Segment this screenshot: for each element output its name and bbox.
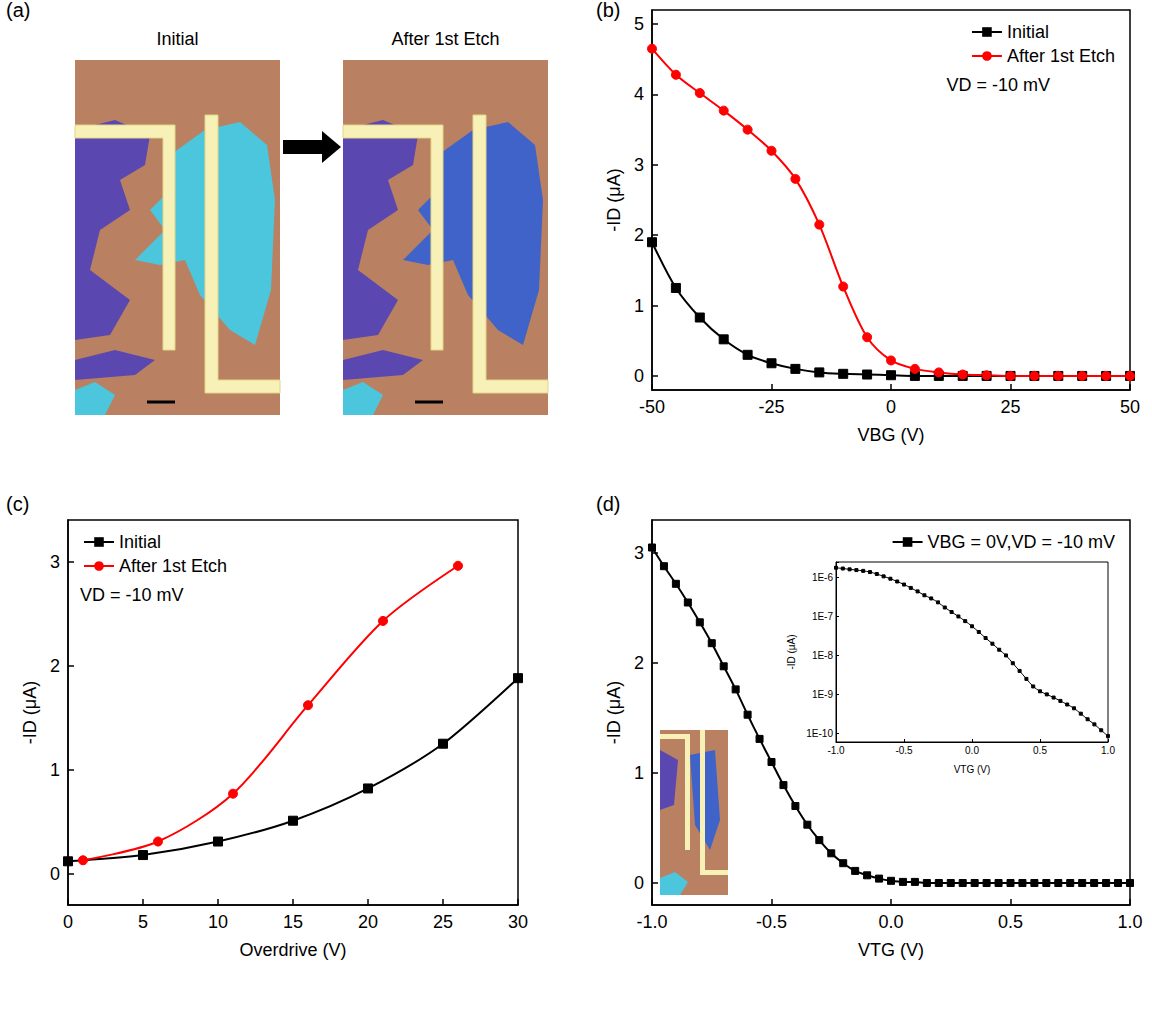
svg-text:1: 1 bbox=[634, 296, 644, 316]
svg-text:VD = -10 mV: VD = -10 mV bbox=[946, 75, 1050, 95]
svg-text:Initial: Initial bbox=[156, 29, 198, 49]
svg-text:3: 3 bbox=[634, 543, 644, 563]
svg-text:1E-6: 1E-6 bbox=[812, 572, 834, 583]
svg-text:0: 0 bbox=[50, 864, 60, 884]
svg-text:5: 5 bbox=[634, 14, 644, 34]
svg-text:2: 2 bbox=[634, 225, 644, 245]
svg-text:-ID (μA): -ID (μA) bbox=[786, 634, 797, 669]
svg-text:25: 25 bbox=[433, 912, 453, 932]
svg-text:2: 2 bbox=[634, 653, 644, 673]
svg-text:20: 20 bbox=[358, 912, 378, 932]
svg-text:VTG (V): VTG (V) bbox=[954, 764, 991, 775]
svg-text:-ID (μA): -ID (μA) bbox=[604, 168, 624, 231]
svg-text:3: 3 bbox=[634, 155, 644, 175]
svg-text:-ID (μA): -ID (μA) bbox=[20, 681, 40, 744]
svg-text:-ID (μA): -ID (μA) bbox=[604, 681, 624, 744]
svg-text:0.5: 0.5 bbox=[1033, 745, 1047, 756]
svg-text:2: 2 bbox=[50, 656, 60, 676]
svg-text:1E-7: 1E-7 bbox=[812, 611, 834, 622]
svg-text:1: 1 bbox=[50, 760, 60, 780]
svg-text:5: 5 bbox=[138, 912, 148, 932]
svg-text:0: 0 bbox=[634, 873, 644, 893]
svg-text:After 1st Etch: After 1st Etch bbox=[119, 556, 227, 576]
svg-text:0: 0 bbox=[63, 912, 73, 932]
svg-text:(a): (a) bbox=[6, 0, 30, 21]
svg-text:(b): (b) bbox=[596, 0, 620, 21]
svg-text:0.5: 0.5 bbox=[998, 912, 1023, 932]
svg-text:-1.0: -1.0 bbox=[827, 745, 845, 756]
svg-text:After 1st Etch: After 1st Etch bbox=[1007, 46, 1115, 66]
svg-text:1.0: 1.0 bbox=[1101, 745, 1115, 756]
svg-text:0.0: 0.0 bbox=[878, 912, 903, 932]
svg-text:-0.5: -0.5 bbox=[895, 745, 913, 756]
svg-text:1E-9: 1E-9 bbox=[812, 689, 834, 700]
svg-text:0.0: 0.0 bbox=[965, 745, 979, 756]
svg-text:1E-10: 1E-10 bbox=[806, 728, 833, 739]
svg-text:15: 15 bbox=[283, 912, 303, 932]
svg-text:Overdrive (V): Overdrive (V) bbox=[239, 940, 346, 960]
svg-text:0: 0 bbox=[634, 366, 644, 386]
svg-text:VD = -10 mV: VD = -10 mV bbox=[80, 585, 184, 605]
svg-text:Initial: Initial bbox=[1007, 22, 1049, 42]
svg-text:Initial: Initial bbox=[119, 532, 161, 552]
svg-text:After 1st Etch: After 1st Etch bbox=[391, 29, 499, 49]
svg-text:VTG (V): VTG (V) bbox=[858, 940, 924, 960]
svg-text:50: 50 bbox=[1120, 397, 1140, 417]
svg-text:(c): (c) bbox=[6, 493, 29, 515]
svg-text:0: 0 bbox=[886, 397, 896, 417]
svg-text:1E-8: 1E-8 bbox=[812, 650, 834, 661]
svg-text:1.0: 1.0 bbox=[1117, 912, 1142, 932]
svg-text:(d): (d) bbox=[596, 493, 620, 515]
svg-text:25: 25 bbox=[1000, 397, 1020, 417]
svg-text:30: 30 bbox=[508, 912, 528, 932]
svg-text:VBG = 0V,VD = -10 mV: VBG = 0V,VD = -10 mV bbox=[928, 532, 1115, 552]
svg-text:3: 3 bbox=[50, 552, 60, 572]
svg-text:4: 4 bbox=[634, 84, 644, 104]
svg-text:1: 1 bbox=[634, 763, 644, 783]
svg-text:VBG (V): VBG (V) bbox=[857, 425, 924, 445]
svg-text:-1.0: -1.0 bbox=[636, 912, 667, 932]
svg-text:10: 10 bbox=[208, 912, 228, 932]
svg-text:-0.5: -0.5 bbox=[756, 912, 787, 932]
svg-text:-50: -50 bbox=[639, 397, 665, 417]
svg-text:-25: -25 bbox=[758, 397, 784, 417]
